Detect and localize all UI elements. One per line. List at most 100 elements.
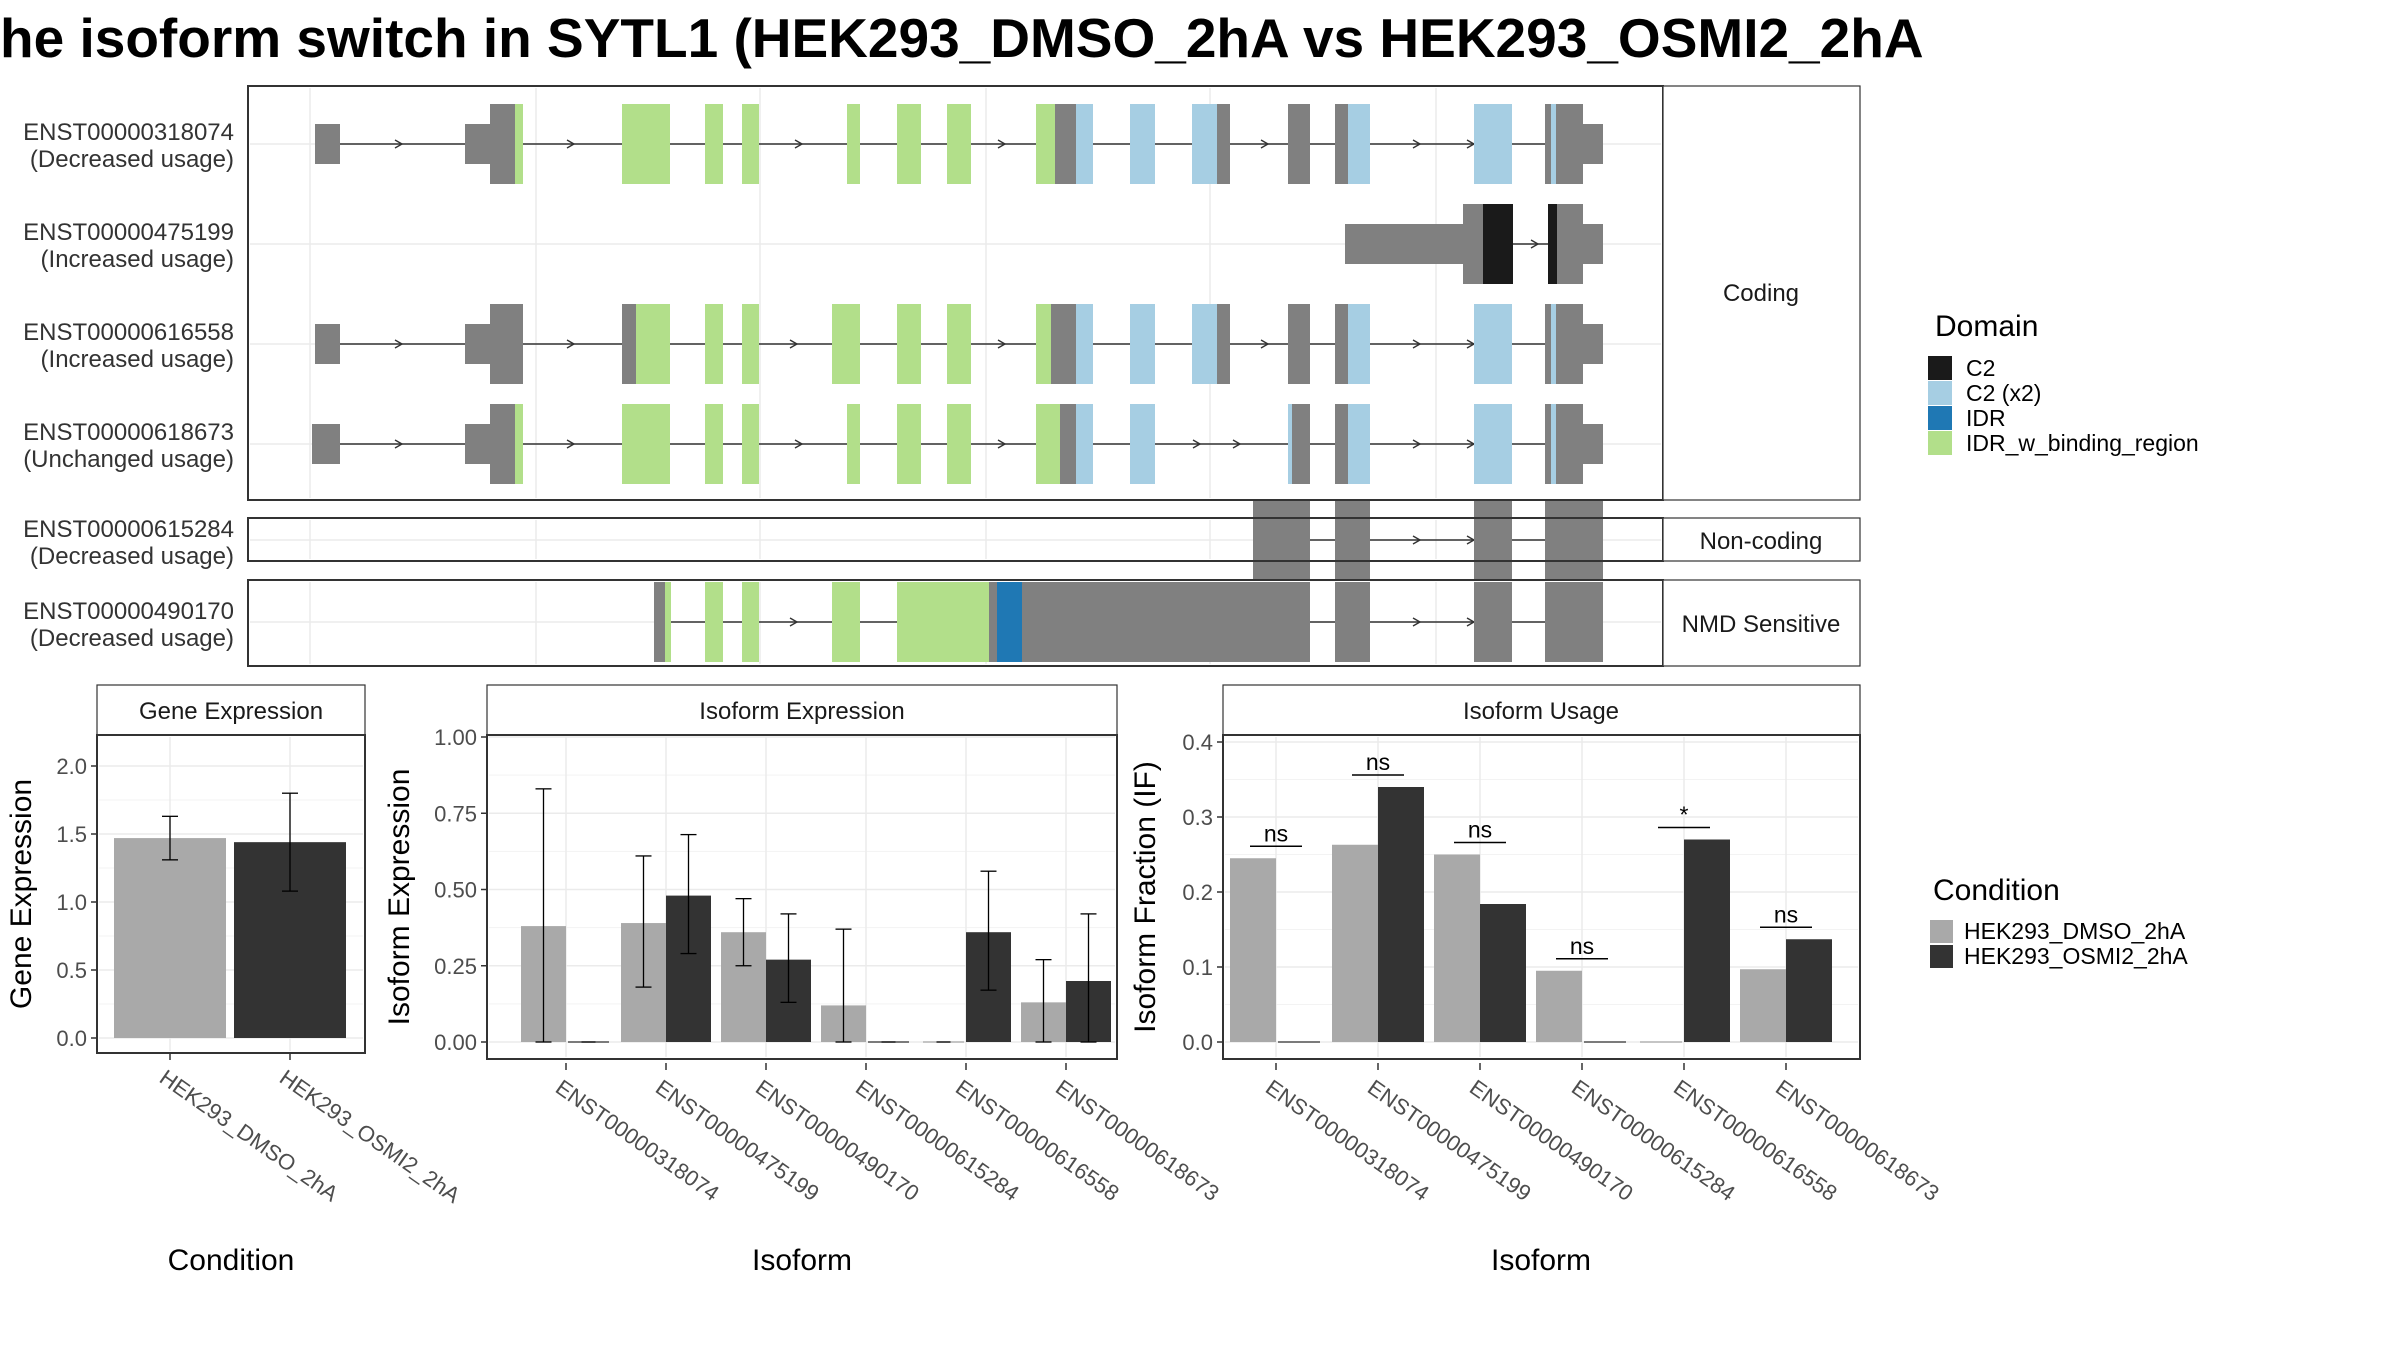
exon-block: [1335, 582, 1370, 662]
intron-arrow: [997, 339, 1007, 349]
coding-strip: [1662, 85, 1861, 501]
panel-title: Gene Expression: [139, 698, 323, 725]
bar: [1434, 854, 1480, 1042]
idr-binding-domain-block: [636, 304, 670, 384]
x-axis-title: Condition: [168, 1244, 295, 1277]
intron-arrow: [394, 439, 404, 449]
c2-x2-domain-block: [1551, 404, 1556, 484]
structure-panel-frames: Coding Non-coding NMD Sensitive: [247, 85, 1861, 667]
exon-block: [490, 104, 515, 184]
significance-labels: ns ns ns ns * ns: [1250, 749, 1812, 960]
y-tick-label: 0.75: [434, 801, 477, 826]
exon-block: [1583, 324, 1603, 364]
exon-block: [1583, 124, 1603, 164]
intron-arrow: [1412, 439, 1422, 449]
gene-plot-border: [96, 734, 366, 1054]
y-tick-label: 1.00: [434, 725, 477, 750]
domain-legend-title: Domain: [1935, 310, 2038, 343]
y-tick-label: 0.3: [1182, 805, 1213, 830]
exon-block: [1335, 404, 1348, 484]
transcript-row: [654, 582, 1603, 662]
transcript-usage-label: (Unchanged usage): [23, 446, 234, 473]
exon-block: [490, 304, 523, 384]
exon-block: [1292, 404, 1310, 484]
y-axis-title: Gene Expression: [5, 779, 38, 1009]
exon-block: [1217, 304, 1230, 384]
exon-block: [312, 424, 340, 464]
transcript-rows: [312, 104, 1603, 662]
y-axis-title: Isoform Expression: [383, 769, 416, 1026]
exon-block: [465, 124, 490, 164]
y-tick-label: 0.4: [1182, 730, 1213, 755]
nmd-strip: [1662, 579, 1861, 667]
transcript-usage-label: (Decreased usage): [30, 146, 234, 173]
exon-block: [1022, 582, 1310, 662]
legend-label: IDR: [1966, 405, 2006, 431]
c2-x2-domain-block: [1288, 404, 1292, 484]
exon-block: [1335, 500, 1370, 580]
transcript-row: [315, 304, 1603, 384]
exon-block: [660, 582, 665, 662]
idr-binding-domain-block: [742, 404, 759, 484]
transcript-id-label: ENST00000475199: [23, 219, 234, 246]
y-tick-labels: 0.0 0.1 0.2 0.3 0.4: [1182, 730, 1213, 1055]
legend-label: IDR_w_binding_region: [1966, 430, 2199, 456]
exon-block: [465, 324, 490, 364]
y-tick-labels: 0.00 0.25 0.50 0.75 1.00: [434, 725, 477, 1055]
c2-x2-domain-block: [1474, 404, 1512, 484]
legend-key-idr: [1928, 406, 1952, 430]
legend-label: C2: [1966, 355, 1995, 381]
c2-x2-domain-block: [1076, 304, 1093, 384]
significance-label: ns: [1570, 933, 1594, 959]
idr-binding-domain-block: [1036, 404, 1060, 484]
intron-arrow: [566, 339, 576, 349]
isoform-expression-panel: Isoform Expression 0.000.250.500.751.00 …: [383, 684, 1224, 1277]
exon-block: [1545, 500, 1603, 580]
transcript-usage-label: (Increased usage): [41, 346, 234, 373]
exon-block: [1345, 224, 1463, 264]
idr-binding-domain-block: [1036, 304, 1051, 384]
bar-series: [114, 792, 346, 1038]
y-tick-label: 0.50: [434, 878, 477, 903]
exon-block: [1583, 224, 1603, 264]
transcript-row: [1345, 204, 1603, 284]
intron-arrow: [1260, 139, 1270, 149]
intron-arrow: [794, 439, 804, 449]
transcript-row: [312, 404, 1603, 484]
figure-title: he isoform switch in SYTL1 (HEK293_DMSO_…: [0, 7, 1924, 69]
c2-domain-block: [1548, 204, 1557, 284]
intron-arrow: [1412, 339, 1422, 349]
x-tick-labels: ENST00000318074ENST00000475199ENST000004…: [1261, 1063, 1944, 1206]
idr-binding-domain-block: [742, 582, 759, 662]
exon-block: [1545, 582, 1603, 662]
y-tick-label: 0.1: [1182, 955, 1213, 980]
idr-binding-domain-block: [847, 104, 860, 184]
exon-block: [1545, 404, 1551, 484]
coding-strip-label: Coding: [1723, 280, 1799, 307]
intron-arrow: [789, 339, 799, 349]
exon-block: [1556, 404, 1583, 484]
bar: [114, 838, 226, 1038]
idr-binding-domain-block: [515, 404, 523, 484]
transcript-usage-label: (Decreased usage): [30, 625, 234, 652]
significance-label: ns: [1774, 901, 1798, 927]
y-tick-label: 0.0: [56, 1026, 87, 1051]
exon-block: [1556, 104, 1583, 184]
x-tick-label: ENST00000615284: [1567, 1075, 1740, 1206]
idr-binding-domain-block: [897, 304, 921, 384]
transcript-structure-plot: Coding Non-coding NMD Sensitive ENST0000…: [23, 85, 1861, 667]
y-tick-label: 1.5: [56, 822, 87, 847]
condition-legend: Condition HEK293_DMSO_2hA HEK293_OSMI2_2…: [1930, 874, 2188, 969]
idr-binding-domain-block: [742, 304, 759, 384]
exon-block: [1545, 104, 1551, 184]
intron-arrow: [997, 439, 1007, 449]
idr-binding-domain-block: [705, 304, 723, 384]
intron-arrow: [1412, 617, 1422, 627]
y-tick-label: 2.0: [56, 754, 87, 779]
intron-arrow: [566, 439, 576, 449]
panel-title: Isoform Expression: [699, 698, 904, 725]
c2-x2-domain-block: [1474, 304, 1512, 384]
transcript-id-label: ENST00000318074: [23, 119, 234, 146]
transcript-row: [1253, 500, 1603, 580]
exon-block: [315, 324, 340, 364]
